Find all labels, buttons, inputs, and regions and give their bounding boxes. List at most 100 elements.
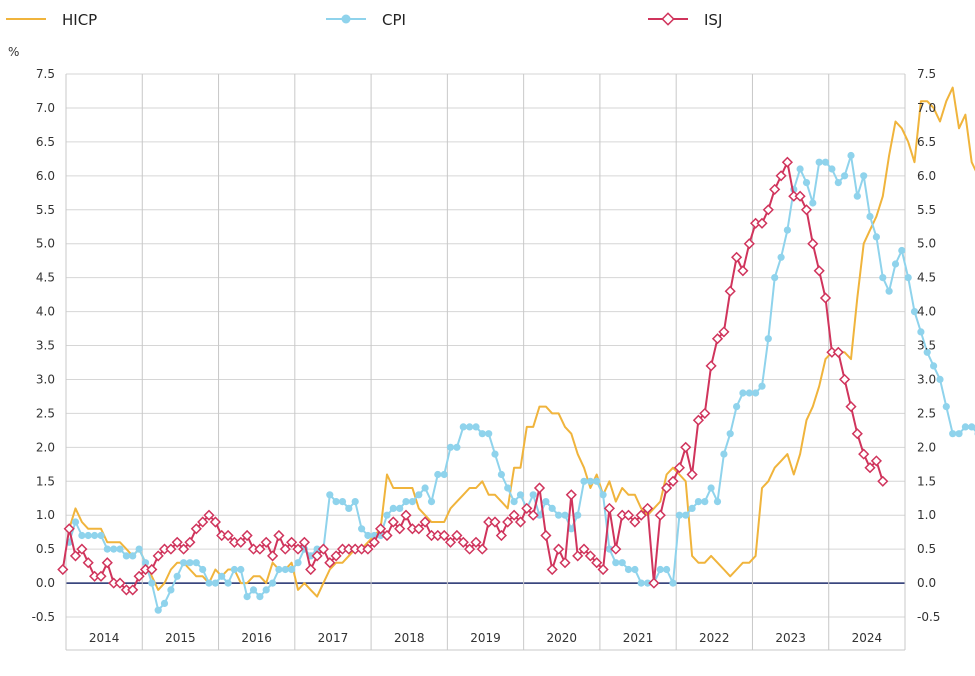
point-isj	[165, 543, 177, 555]
point-isj	[311, 550, 323, 562]
legend-label-cpi: CPI	[382, 11, 406, 29]
point-isj	[387, 516, 399, 528]
y-tick-label: 0.5	[36, 542, 55, 556]
y-tick-label-right: 7.0	[917, 101, 936, 115]
point-isj	[190, 523, 202, 535]
point-cpi	[605, 545, 614, 553]
point-cpi	[624, 565, 633, 574]
point-cpi	[758, 382, 766, 390]
point-isj	[648, 577, 660, 589]
point-isj	[769, 183, 781, 195]
point-cpi	[173, 572, 181, 580]
point-cpi	[351, 498, 359, 506]
point-cpi	[205, 579, 213, 587]
point-cpi	[446, 443, 455, 451]
point-isj	[101, 557, 113, 569]
point-isj	[76, 543, 88, 555]
x-tick-label: 2017	[318, 631, 349, 645]
point-cpi	[288, 565, 296, 574]
point-cpi	[821, 158, 830, 166]
point-cpi	[733, 403, 741, 411]
point-isj	[209, 516, 221, 528]
point-cpi	[910, 308, 919, 316]
point-cpi	[891, 260, 900, 268]
y-tick-label: 6.0	[36, 169, 55, 183]
y-tick-label-right: 6.0	[917, 169, 936, 183]
point-cpi	[262, 586, 270, 594]
y-tick-label: 0.0	[36, 576, 55, 590]
point-cpi	[459, 423, 467, 431]
point-cpi	[796, 165, 804, 173]
point-isj	[228, 536, 240, 548]
point-isj	[158, 543, 171, 555]
point-cpi	[294, 559, 302, 567]
point-cpi	[561, 511, 569, 519]
y-tick-label-right: 4.0	[917, 305, 936, 319]
point-isj	[241, 529, 253, 542]
y-tick-label-right: 4.5	[917, 271, 936, 285]
point-isj	[203, 509, 215, 521]
point-isj	[349, 543, 361, 555]
point-isj	[514, 516, 527, 528]
point-isj	[438, 529, 450, 542]
point-cpi	[567, 525, 575, 533]
point-cpi	[218, 572, 226, 580]
point-isj	[381, 529, 393, 542]
point-cpi	[815, 158, 823, 166]
y-tick-label-right: 5.5	[917, 203, 936, 217]
point-isj	[476, 543, 488, 555]
point-cpi	[269, 579, 277, 587]
point-isj	[184, 536, 196, 548]
y-tick-label-right: 1.5	[917, 474, 936, 488]
y-tick-label-right: -0.5	[917, 610, 940, 624]
y-tick-label-right: 3.5	[917, 339, 936, 353]
point-isj	[661, 482, 673, 494]
series-line-hicp	[68, 86, 975, 598]
point-cpi	[415, 491, 423, 499]
point-cpi	[224, 579, 232, 587]
point-cpi	[256, 593, 264, 601]
point-isj	[197, 516, 209, 528]
y-tick-label: 7.5	[36, 67, 55, 81]
point-isj	[629, 516, 641, 528]
point-isj	[260, 536, 272, 548]
point-cpi	[688, 504, 696, 512]
x-tick-label: 2018	[394, 631, 425, 645]
point-isj	[584, 550, 596, 562]
legend-label-isj: ISJ	[704, 11, 722, 29]
point-isj	[718, 326, 730, 338]
point-cpi	[930, 362, 938, 370]
point-cpi	[701, 498, 709, 506]
point-cpi	[129, 552, 137, 560]
point-cpi	[516, 491, 525, 499]
point-cpi	[472, 423, 480, 431]
y-tick-label: 2.5	[36, 406, 55, 420]
point-cpi	[682, 511, 690, 519]
point-cpi	[777, 253, 785, 261]
point-isj	[553, 543, 565, 555]
point-isj	[120, 584, 132, 596]
y-tick-label: 4.0	[36, 305, 55, 319]
y-axis-unit-label: %	[8, 45, 19, 59]
point-isj	[139, 563, 152, 576]
point-isj	[502, 516, 514, 528]
point-cpi	[809, 199, 817, 207]
point-cpi	[338, 498, 347, 506]
y-tick-label: 5.5	[36, 203, 55, 217]
legend-item-hicp[interactable]: HICP	[6, 11, 97, 29]
point-cpi	[421, 484, 429, 492]
legend-item-isj[interactable]: ISJ	[648, 11, 722, 29]
y-tick-label: 1.5	[36, 474, 55, 488]
point-isj	[711, 333, 724, 345]
point-isj	[127, 584, 139, 596]
point-cpi	[141, 559, 150, 567]
legend-item-cpi[interactable]: CPI	[326, 11, 406, 29]
point-isj	[108, 577, 120, 589]
point-cpi	[275, 565, 283, 574]
point-cpi	[504, 484, 512, 492]
point-cpi	[243, 593, 251, 601]
point-cpi	[599, 491, 607, 499]
x-tick-label: 2019	[470, 631, 501, 645]
point-isj	[394, 523, 406, 535]
point-cpi	[427, 498, 436, 506]
